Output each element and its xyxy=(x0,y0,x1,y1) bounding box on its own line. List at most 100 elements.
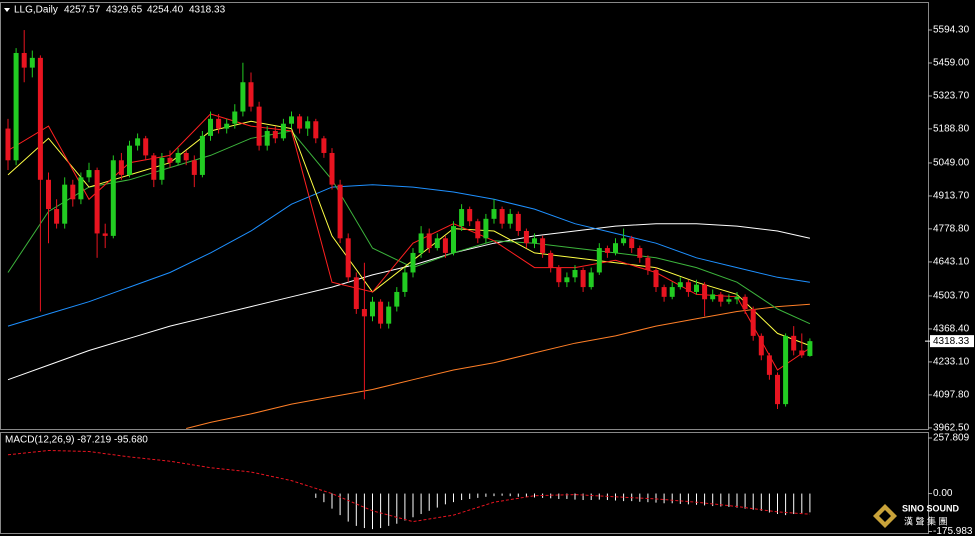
candle-body xyxy=(321,138,327,153)
candle-body xyxy=(297,116,303,129)
candle-body xyxy=(264,131,270,146)
candle-body xyxy=(556,267,562,283)
candle-body xyxy=(540,238,546,253)
candle-body xyxy=(110,160,116,236)
candle-body xyxy=(70,184,76,200)
y-tick-label: 257.809 xyxy=(933,433,970,444)
candle-body xyxy=(102,233,108,236)
y-tick-label: 5188.80 xyxy=(933,124,970,135)
y-tick-label: 4643.10 xyxy=(933,257,970,268)
candle-body xyxy=(280,123,286,139)
candle-body xyxy=(135,138,141,146)
candle-body xyxy=(653,270,659,288)
candle-body xyxy=(353,277,359,310)
candle-body xyxy=(515,213,521,231)
open-label: 4257.57 xyxy=(64,5,101,16)
candle-body xyxy=(394,291,400,307)
logo-chinese: 漢 聲 集 團 xyxy=(904,515,948,526)
macd-frame xyxy=(0,432,929,534)
candle-body xyxy=(289,116,294,124)
candle-body xyxy=(29,57,35,68)
candle-body xyxy=(467,209,473,222)
menu-arrow xyxy=(4,8,10,12)
candle-body xyxy=(726,299,732,302)
y-tick-label: 0.00 xyxy=(933,488,953,499)
candle-body xyxy=(313,121,319,139)
candle-body xyxy=(758,335,764,356)
candle-body xyxy=(742,296,748,310)
candle-body xyxy=(710,294,716,300)
candle-body xyxy=(361,309,367,317)
close-label: 4318.33 xyxy=(189,5,226,16)
candle-body xyxy=(434,238,440,249)
candle-body xyxy=(191,160,197,175)
symbol-label: LLG,Daily xyxy=(14,5,58,16)
candle-body xyxy=(94,170,100,234)
candle-body xyxy=(580,270,586,288)
candle-body xyxy=(305,121,311,129)
high-label: 4329.65 xyxy=(106,5,143,16)
candle-body xyxy=(37,57,43,180)
candle-body xyxy=(5,128,11,161)
candle-body xyxy=(442,238,448,253)
candle-body xyxy=(645,257,651,271)
y-tick-label: 4233.10 xyxy=(933,357,970,368)
candle-body xyxy=(637,248,643,258)
candle-body xyxy=(791,335,797,351)
candle-body xyxy=(564,277,570,283)
candle-body xyxy=(13,52,19,161)
candle-body xyxy=(694,284,699,292)
candle-body xyxy=(54,209,60,224)
candle-body xyxy=(232,111,238,124)
candle-body xyxy=(588,272,594,288)
candle-body xyxy=(677,282,683,288)
candle-body xyxy=(523,230,529,244)
logo: SINO SOUND 漢 聲 集 團 xyxy=(873,503,960,528)
candle-body xyxy=(799,350,805,356)
logo-name: SINO SOUND xyxy=(902,503,960,513)
y-tick-label: 4368.40 xyxy=(933,324,970,335)
candle-body xyxy=(78,177,84,200)
candle-body xyxy=(208,118,213,136)
candle-body xyxy=(216,118,222,129)
candle-body xyxy=(491,209,497,219)
candle-body xyxy=(386,306,392,324)
y-tick-label: 3962.50 xyxy=(933,423,970,434)
candle-body xyxy=(734,296,740,300)
line xyxy=(186,303,810,429)
macd-title: MACD(12,26,9) -87.219 -95.680 xyxy=(5,435,148,446)
candle-body xyxy=(183,152,189,161)
candle-body xyxy=(629,238,635,249)
y-tick-label: 5323.70 xyxy=(933,91,970,102)
y-tick-label: 5459.00 xyxy=(933,58,970,69)
y-tick-label: 5594.30 xyxy=(933,25,970,36)
candle-body xyxy=(337,184,343,239)
candle-body xyxy=(118,160,124,175)
candle-body xyxy=(775,374,780,405)
candle-body xyxy=(548,252,554,268)
candle-body xyxy=(151,155,157,180)
candle-body xyxy=(572,270,578,278)
y-tick-label: 4503.70 xyxy=(933,291,970,302)
candle-body xyxy=(272,131,278,139)
candle-body xyxy=(499,209,505,224)
candle-body xyxy=(175,152,181,163)
y-tick-label: 4097.80 xyxy=(933,390,970,401)
y-tick-label: -175.983 xyxy=(933,526,973,536)
line xyxy=(7,113,811,371)
candle-body xyxy=(159,157,165,180)
candle-body xyxy=(718,294,724,302)
price-label: 4318.33 xyxy=(933,336,970,347)
candle-body xyxy=(459,209,465,227)
candle-body xyxy=(224,123,230,129)
candle-body xyxy=(345,238,351,278)
candle-body xyxy=(426,233,432,249)
candle-body xyxy=(596,248,602,273)
candle-body xyxy=(143,138,149,156)
logo-mark-inner xyxy=(879,510,891,522)
candle-body xyxy=(46,179,51,210)
candle-body xyxy=(451,226,456,253)
candle-body xyxy=(199,135,205,175)
